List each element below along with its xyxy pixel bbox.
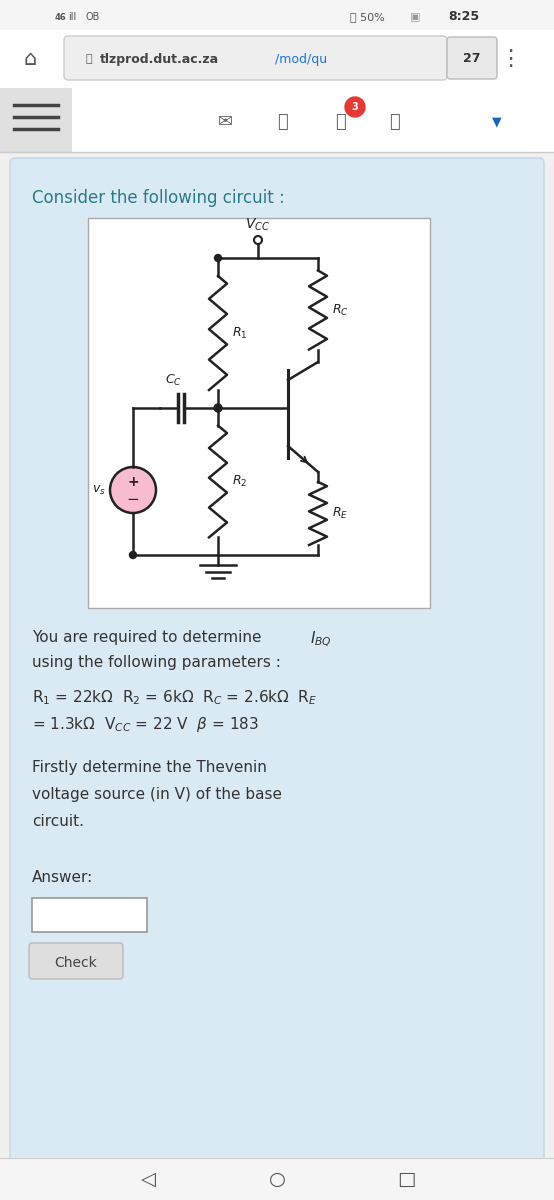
Text: 👤: 👤	[389, 113, 401, 131]
FancyBboxPatch shape	[0, 1158, 554, 1200]
Text: 🔔: 🔔	[278, 113, 289, 131]
Text: ⌚ 50%: ⌚ 50%	[350, 12, 384, 22]
Circle shape	[214, 254, 222, 262]
Text: $v_s$: $v_s$	[92, 484, 106, 497]
Text: 💬: 💬	[335, 113, 345, 131]
Text: OB: OB	[85, 12, 99, 22]
FancyBboxPatch shape	[0, 88, 554, 152]
Text: 8:25: 8:25	[448, 11, 479, 24]
Text: ⌂: ⌂	[23, 49, 37, 68]
Text: tlzprod.dut.ac.za: tlzprod.dut.ac.za	[100, 53, 219, 66]
Text: circuit.: circuit.	[32, 814, 84, 829]
Text: 46: 46	[55, 12, 66, 22]
FancyBboxPatch shape	[0, 0, 554, 30]
Circle shape	[130, 552, 136, 558]
Text: $C_C$: $C_C$	[165, 373, 181, 388]
Text: = 1.3k$\Omega$  V$_{CC}$ = 22 V  $\beta$ = 183: = 1.3k$\Omega$ V$_{CC}$ = 22 V $\beta$ =…	[32, 715, 259, 734]
Text: $R_C$: $R_C$	[332, 302, 349, 318]
Text: 3: 3	[352, 102, 358, 112]
FancyBboxPatch shape	[32, 898, 147, 932]
Circle shape	[110, 467, 156, 514]
Text: 27: 27	[463, 53, 481, 66]
Text: ○: ○	[269, 1170, 285, 1188]
Text: 🔒: 🔒	[85, 54, 91, 64]
Circle shape	[214, 404, 222, 412]
FancyBboxPatch shape	[88, 218, 430, 608]
Text: $R_2$: $R_2$	[232, 474, 247, 490]
Text: /mod/qu: /mod/qu	[275, 53, 327, 66]
FancyBboxPatch shape	[0, 88, 72, 152]
Text: Firstly determine the Thevenin: Firstly determine the Thevenin	[32, 760, 267, 775]
Text: −: −	[127, 492, 140, 506]
Text: Answer:: Answer:	[32, 870, 93, 886]
Text: $I_{BQ}$: $I_{BQ}$	[310, 630, 332, 649]
Text: You are required to determine: You are required to determine	[32, 630, 266, 646]
FancyBboxPatch shape	[10, 158, 544, 1168]
FancyBboxPatch shape	[447, 37, 497, 79]
Text: $R_1$: $R_1$	[232, 325, 248, 341]
Text: using the following parameters :: using the following parameters :	[32, 655, 281, 670]
Text: $R_E$: $R_E$	[332, 506, 348, 521]
FancyBboxPatch shape	[0, 30, 554, 88]
Text: Check: Check	[55, 956, 98, 970]
Text: $V_{CC}$: $V_{CC}$	[245, 216, 270, 233]
Text: ill: ill	[68, 12, 76, 22]
FancyBboxPatch shape	[64, 36, 447, 80]
FancyBboxPatch shape	[29, 943, 123, 979]
Text: ⋮: ⋮	[499, 49, 521, 68]
Text: Consider the following circuit :: Consider the following circuit :	[32, 188, 285, 206]
Text: R$_1$ = 22k$\Omega$  R$_2$ = 6k$\Omega$  R$_C$ = 2.6k$\Omega$  R$_E$: R$_1$ = 22k$\Omega$ R$_2$ = 6k$\Omega$ R…	[32, 688, 317, 707]
FancyBboxPatch shape	[0, 152, 554, 1200]
Text: □: □	[397, 1170, 415, 1188]
Text: voltage source (in V) of the base: voltage source (in V) of the base	[32, 787, 282, 802]
Circle shape	[254, 236, 262, 244]
Text: +: +	[127, 475, 139, 490]
Text: ▼: ▼	[492, 115, 502, 128]
Text: ◁: ◁	[141, 1170, 156, 1188]
Text: ✉: ✉	[217, 113, 233, 131]
Circle shape	[345, 97, 365, 116]
Text: ▣: ▣	[410, 12, 420, 22]
